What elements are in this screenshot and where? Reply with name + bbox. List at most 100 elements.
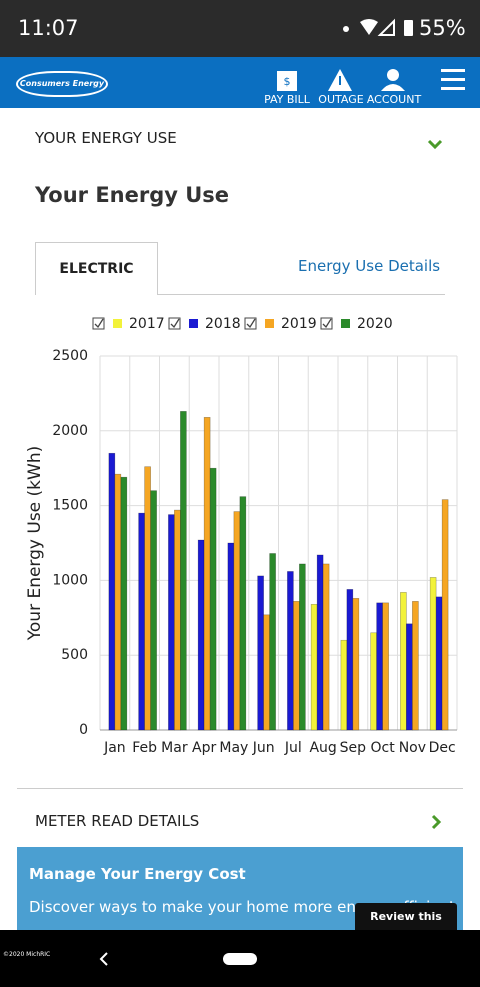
promo-card[interactable]: Manage Your Energy Cost Discover ways to… [17, 847, 463, 930]
bar [209, 467, 217, 731]
promo-title: Manage Your Energy Cost [29, 865, 246, 883]
x-tick-label: Nov [399, 740, 426, 756]
bar [227, 542, 235, 731]
home-button[interactable] [223, 953, 257, 965]
legend-checkbox [168, 317, 181, 330]
x-tick-label: Dec [429, 740, 456, 756]
bar [441, 499, 449, 731]
legend-swatch [189, 319, 198, 328]
time: 11:07 [18, 16, 79, 40]
y-tick-label: 2500 [52, 348, 88, 364]
chevron-down[interactable] [427, 139, 443, 151]
bar [346, 589, 354, 731]
tab-electric[interactable]: ELECTRIC [35, 242, 158, 295]
chevron-right[interactable] [431, 814, 443, 830]
bar [263, 614, 270, 731]
nav-bar: ©2020 MichRIC [0, 930, 480, 987]
bar [352, 598, 360, 731]
bar [429, 577, 437, 731]
x-tick-label: Apr [192, 740, 216, 756]
dot [343, 26, 349, 32]
bar [340, 639, 348, 731]
bar [293, 601, 300, 731]
bar [233, 511, 241, 731]
meter-read-details[interactable]: METER READ DETAILS [35, 812, 200, 830]
x-tick-label: Jul [284, 740, 302, 756]
bar [412, 601, 419, 731]
x-tick-label: Aug [309, 740, 336, 756]
tab-rule-left [35, 294, 36, 295]
status-bar: 11:07 55% [0, 0, 480, 57]
bar [257, 575, 264, 731]
legend-label: 2020 [357, 316, 393, 332]
y-tick-label: 2000 [52, 423, 88, 439]
y-axis-label: Your Energy Use (kWh) [25, 446, 45, 641]
bar [376, 602, 383, 731]
legend-checkbox [320, 317, 333, 330]
legend-check [246, 318, 256, 329]
x-tick-label: Mar [161, 740, 188, 756]
bar [197, 539, 205, 731]
promo-text: Discover ways to make your home more ene… [29, 898, 455, 916]
review-button[interactable]: Review this page [355, 903, 457, 950]
y-tick-label: 1500 [52, 498, 88, 514]
section-title[interactable]: YOUR ENERGY USE [35, 129, 177, 147]
bar [269, 553, 276, 731]
y-tick-label: 1000 [52, 572, 88, 588]
y-tick-label: 0 [79, 722, 88, 738]
page-title: Your Energy Use [35, 183, 230, 207]
x-tick-label: Jun [252, 740, 275, 756]
energy-use-details-link[interactable]: Energy Use Details [298, 257, 441, 275]
bar [310, 604, 318, 731]
nav-account[interactable]: ACCOUNT [366, 93, 422, 106]
x-tick-label: Jan [103, 740, 126, 756]
tab-rule [157, 294, 445, 295]
legend-check [94, 318, 104, 329]
bar [180, 411, 187, 731]
legend-label: 2018 [205, 316, 241, 332]
bar [382, 602, 389, 731]
nav-outage[interactable]: OUTAGE [318, 93, 364, 106]
header: Consumers Energy $ PAY BILL OUTAGE ACCOU… [0, 57, 480, 108]
bar [287, 571, 294, 731]
bar [114, 473, 122, 731]
bar [239, 496, 247, 731]
y-tick-label: 500 [61, 647, 88, 663]
logo[interactable]: Consumers Energy [16, 71, 108, 97]
footer-copyright: ©2020 MichRIC [3, 951, 51, 958]
legend-check [322, 318, 332, 329]
bar [203, 417, 211, 731]
bar [370, 632, 377, 731]
divider [17, 788, 463, 789]
bar [400, 592, 407, 731]
nav-icons: $ [277, 69, 465, 91]
bar [138, 512, 145, 731]
bar [168, 514, 175, 731]
legend-swatch [341, 319, 350, 328]
legend-label: 2017 [129, 316, 165, 332]
back-button[interactable] [98, 951, 110, 967]
bar [322, 563, 330, 731]
bar [150, 490, 157, 731]
bar [435, 596, 443, 731]
status-icons [360, 18, 413, 36]
svg-text:$: $ [284, 75, 291, 88]
legend-checkbox [92, 317, 105, 330]
x-tick-label: Feb [132, 740, 157, 756]
nav-pay-bill[interactable]: PAY BILL [264, 93, 310, 106]
bar [144, 466, 151, 731]
bar [108, 452, 116, 731]
x-tick-label: Sep [340, 740, 367, 756]
legend-swatch [113, 319, 122, 328]
battery: 55% [419, 16, 466, 40]
bar [316, 554, 324, 731]
legend-swatch [265, 319, 274, 328]
bar [174, 509, 181, 731]
bar [299, 563, 306, 731]
bar [120, 476, 128, 731]
legend-label: 2019 [281, 316, 317, 332]
x-tick-label: May [219, 740, 248, 756]
legend-checkbox [244, 317, 257, 330]
legend-check [170, 318, 180, 329]
